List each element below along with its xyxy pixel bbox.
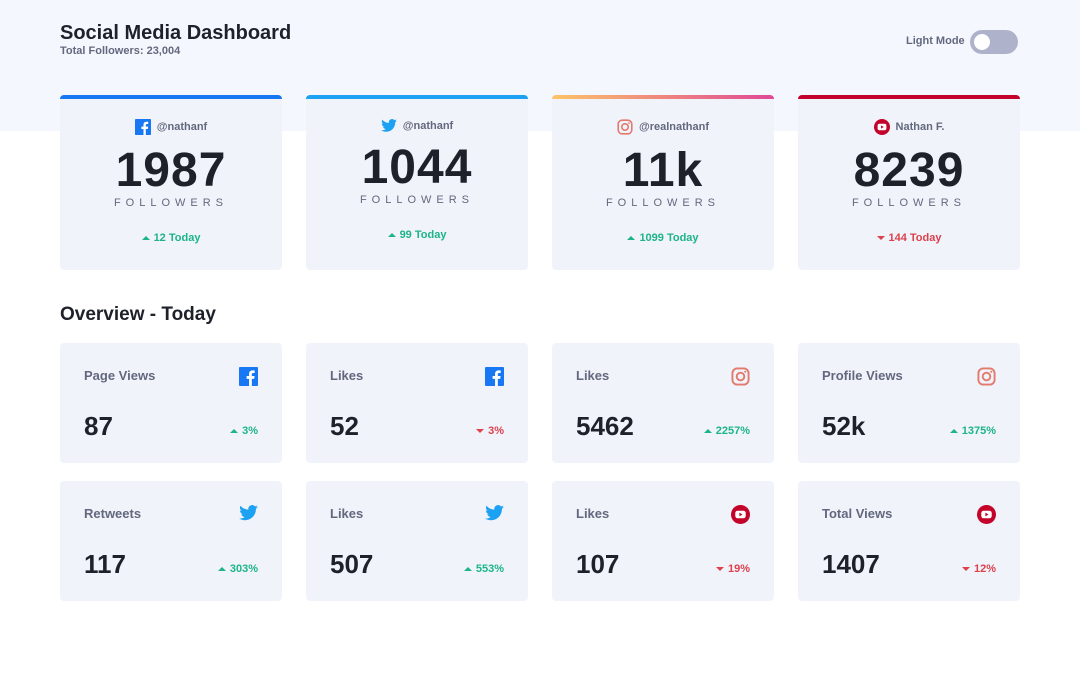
today-change: 99 Today [399,229,447,242]
overview-card[interactable]: Likes 52 3% [306,343,528,463]
account-handle: Nathan F. [895,121,945,133]
facebook-icon [134,119,151,135]
metric-change: 553% [475,563,504,575]
follower-count: 1987 [115,144,227,197]
metric-label: Total Views [822,506,893,521]
trend-up-icon [217,563,230,575]
followers-card-twitter[interactable]: @nathanf 1044 FOLLOWERS 99 Today [306,95,528,270]
trend-down-icon [476,425,488,437]
today-change: 1099 Today [639,232,699,244]
overview-card[interactable]: Likes 507 553% [306,481,528,601]
followers-label: FOLLOWERS [359,194,475,207]
mode-label: Light Mode [906,35,965,47]
follower-count: 11k [622,144,704,197]
trend-down-icon [715,563,728,575]
toggle-knob [974,34,990,50]
followers-label: FOLLOWERS [851,197,967,209]
youtube-icon [873,119,890,135]
metric-change: 303% [229,563,258,575]
trend-down-icon [876,232,889,244]
overview-card[interactable]: Page Views 87 3% [60,343,282,463]
platform-accent-bar [306,95,528,99]
metric-change: 3% [242,425,258,437]
metric-label: Page Views [84,368,156,383]
metric-change: 2257% [715,425,750,437]
overview-card[interactable]: Total Views 1407 12% [798,481,1020,601]
overview-card[interactable]: Profile Views 52k 1375% [798,343,1020,463]
account-handle: @nathanf [402,119,454,132]
platform-accent-bar [552,95,774,99]
account-handle: @nathanf [156,121,208,133]
followers-label: FOLLOWERS [605,197,721,209]
metric-label: Profile Views [822,368,903,383]
metric-label: Likes [576,506,610,521]
page-title: Social Media Dashboard [60,22,292,44]
metric-label: Likes [576,368,610,383]
platform-accent-bar [60,95,282,99]
followers-label: FOLLOWERS [113,197,229,209]
metric-value: 1407 [822,549,880,579]
trend-down-icon [961,563,974,575]
twitter-icon [239,505,258,521]
overview-card[interactable]: Likes 5462 2257% [552,343,774,463]
youtube-icon [731,505,750,524]
today-change: 144 Today [888,232,942,244]
overview-card[interactable]: Retweets 117 303% [60,481,282,601]
overview-card[interactable]: Likes 107 19% [552,481,774,601]
metric-value: 52k [822,411,866,441]
today-change: 12 Today [153,232,201,244]
metric-label: Likes [330,368,364,383]
trend-up-icon [703,425,716,437]
dark-mode-toggle[interactable] [970,30,1018,54]
metric-change: 12% [973,563,996,575]
metric-change: 1375% [961,425,996,437]
metric-label: Likes [330,506,364,521]
trend-up-icon [230,425,242,437]
trend-up-icon [949,425,962,437]
follower-count: 1044 [361,141,473,195]
youtube-icon [977,505,996,524]
metric-change: 19% [727,563,750,575]
instagram-icon [617,119,633,135]
account-handle: @realnathanf [638,121,710,133]
facebook-icon [485,367,504,386]
trend-up-icon [387,229,400,241]
followers-card-instagram[interactable]: @realnathanf 11k FOLLOWERS 1099 Today [552,95,774,270]
metric-change: 3% [488,425,504,437]
total-followers: Total Followers: 23,004 [60,45,181,57]
metric-value: 87 [84,411,113,441]
metric-value: 507 [330,549,374,579]
metric-value: 5462 [576,411,634,441]
metric-value: 117 [84,549,126,579]
twitter-icon [380,119,397,132]
metric-label: Retweets [84,506,142,521]
trend-up-icon [627,232,639,244]
platform-accent-bar [798,95,1020,99]
trend-up-icon [141,232,154,244]
followers-card-youtube[interactable]: Nathan F. 8239 FOLLOWERS 144 Today [798,95,1020,270]
followers-card-facebook[interactable]: @nathanf 1987 FOLLOWERS 12 Today [60,95,282,270]
trend-up-icon [463,563,476,575]
facebook-icon [239,367,258,386]
twitter-icon [485,505,504,521]
metric-value: 107 [576,549,620,579]
overview-title: Overview - Today [60,304,216,325]
instagram-icon [731,367,750,386]
follower-count: 8239 [853,144,965,197]
instagram-icon [977,367,996,386]
metric-value: 52 [330,411,359,441]
